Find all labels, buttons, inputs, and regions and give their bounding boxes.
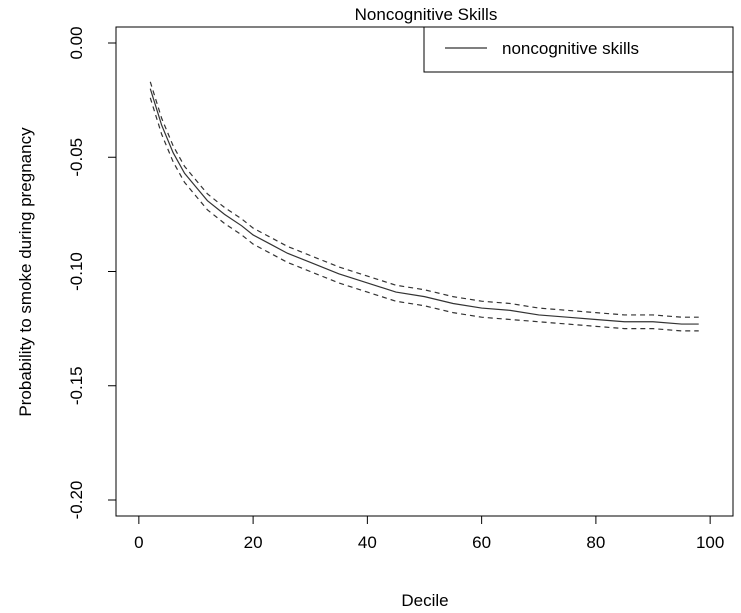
x-axis: 0 20 40 60 80 100 xyxy=(134,516,724,552)
series-line-confidence-band-2 xyxy=(149,97,699,332)
x-tick-label: 100 xyxy=(696,533,724,552)
series-line-estimate xyxy=(149,88,699,325)
chart-title: Noncognitive Skills xyxy=(355,5,498,24)
plot-area-frame xyxy=(115,26,734,517)
y-tick-label: -0.20 xyxy=(67,481,86,520)
y-axis-label: Probability to smoke during pregnancy xyxy=(16,127,35,417)
series-layer xyxy=(149,81,699,332)
x-tick-label: 20 xyxy=(244,533,263,552)
x-tick-label: 0 xyxy=(134,533,143,552)
y-tick-label: -0.05 xyxy=(67,138,86,177)
x-axis-label: Decile xyxy=(401,591,448,610)
y-tick-label: -0.15 xyxy=(67,366,86,405)
legend-label: noncognitive skills xyxy=(502,39,639,58)
x-tick-label: 80 xyxy=(586,533,605,552)
x-tick-label: 60 xyxy=(472,533,491,552)
y-axis: 0.00 -0.05 -0.10 -0.15 -0.20 xyxy=(67,26,116,519)
y-tick-label: 0.00 xyxy=(67,26,86,59)
x-tick-label: 40 xyxy=(358,533,377,552)
legend-box xyxy=(423,26,734,73)
legend: noncognitive skills xyxy=(423,26,734,73)
series-line-confidence-band-1 xyxy=(149,81,699,318)
y-tick-label: -0.10 xyxy=(67,252,86,291)
